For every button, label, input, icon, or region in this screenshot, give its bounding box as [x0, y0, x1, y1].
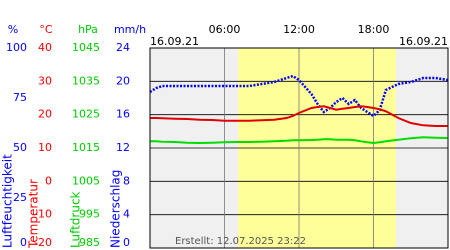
y-tick-label: 0 — [20, 236, 27, 249]
y-tick-label: 10 — [38, 141, 52, 154]
series-line — [149, 74, 449, 118]
y-tick-label: -20 — [34, 236, 52, 249]
plot-frame — [149, 47, 449, 249]
y-tick-label: 30 — [38, 74, 52, 87]
x-tick-label: 18:00 — [358, 23, 390, 36]
y-tick-label: 20 — [38, 108, 52, 121]
series-line — [150, 105, 448, 127]
y-tick-label: 75 — [13, 91, 27, 104]
y-tick-label: 985 — [79, 236, 100, 249]
created-note: Erstellt: 12.07.2025 23:22 — [175, 236, 306, 247]
date-left: 16.09.21 — [150, 35, 199, 48]
x-tick-label: 06:00 — [209, 23, 241, 36]
axis-title: Niederschlag — [109, 170, 123, 248]
y-tick-label: 1005 — [72, 174, 100, 187]
y-tick-label: 0 — [45, 174, 52, 187]
y-tick-label: 1025 — [72, 108, 100, 121]
y-tick-label: -10 — [34, 208, 52, 221]
y-tick-label: 50 — [13, 141, 27, 154]
y-tick-label: 100 — [6, 41, 27, 54]
y-tick-label: 0 — [123, 236, 130, 249]
axis-title: Temperatur — [27, 179, 41, 249]
axis-title: Luftdruck — [69, 191, 83, 248]
y-tick-label: 1035 — [72, 74, 100, 87]
y-tick-label: 995 — [79, 208, 100, 221]
series-line — [150, 136, 449, 145]
y-tick-label: 4 — [123, 208, 130, 221]
y-tick-label: 12 — [116, 141, 130, 154]
axis-unit: mm/h — [114, 23, 146, 36]
y-tick-label: 16 — [116, 108, 130, 121]
axis-unit: °C — [39, 23, 53, 36]
y-tick-label: 20 — [116, 74, 130, 87]
y-tick-label: 24 — [116, 41, 130, 54]
date-right: 16.09.21 — [399, 35, 448, 48]
axis-title: Luftfeuchtigkeit — [1, 154, 15, 248]
y-tick-label: 40 — [38, 41, 52, 54]
y-tick-label: 1015 — [72, 141, 100, 154]
axis-unit: % — [8, 23, 18, 36]
x-tick-label: 12:00 — [283, 23, 315, 36]
y-tick-label: 1045 — [72, 41, 100, 54]
axis-unit: hPa — [78, 23, 98, 36]
y-tick-label: 25 — [13, 191, 27, 204]
y-tick-label: 8 — [123, 174, 130, 187]
